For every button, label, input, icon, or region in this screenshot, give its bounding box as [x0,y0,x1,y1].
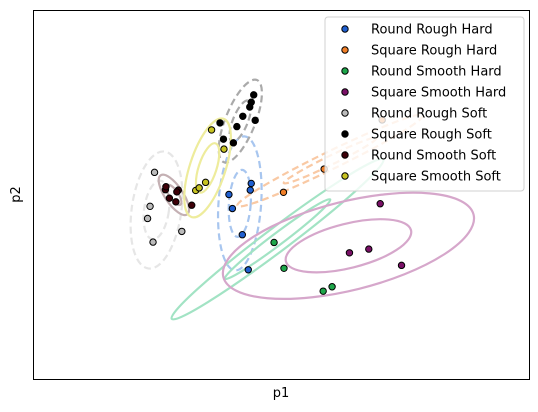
plot-frame [33,10,530,380]
point-series-3-0 [376,200,384,208]
ellipse-series-3-1 [221,191,476,300]
legend-label-2: Round Smooth Hard [371,65,502,80]
point-series-5-0 [219,135,228,143]
y-axis-label: p2 [9,186,24,203]
point-series-6-4 [173,188,181,196]
ellipse-series-0-0 [227,168,253,238]
point-series-3-3 [397,261,406,270]
legend-marker-1 [341,46,349,54]
point-series-0-1 [228,204,237,213]
legend-label-0: Round Rough Hard [371,23,493,38]
legend-marker-5 [341,130,349,138]
point-series-5-2 [239,112,247,120]
point-series-3-1 [345,249,354,257]
point-series-4-4 [149,238,157,246]
point-series-2-0 [270,238,278,247]
point-series-4-3 [178,227,186,236]
point-series-4-2 [143,214,152,223]
ellipse-series-6-1 [157,173,191,217]
point-series-2-2 [319,287,327,295]
ellipse-series-7-1 [183,117,232,219]
ellipse-series-5-1 [217,78,264,164]
ellipse-series-4-1 [129,150,184,270]
point-series-5-6 [250,91,258,99]
point-series-6-1 [165,194,174,202]
point-series-6-5 [188,201,196,209]
point-series-5-1 [233,122,241,131]
point-series-0-0 [225,190,233,199]
legend-box [324,16,525,192]
legend-label-4: Round Rough Soft [371,107,487,122]
point-series-5-4 [247,98,255,106]
point-series-5-7 [216,119,224,127]
x-axis-label: p1 [273,386,290,401]
point-series-6-2 [172,198,180,206]
legend-marker-0 [341,25,349,33]
legend-marker-3 [341,88,349,96]
point-series-4-1 [146,202,154,211]
point-series-0-5 [246,186,254,194]
legend-label-3: Square Smooth Hard [371,86,506,101]
point-series-7-0 [207,126,216,134]
point-series-0-2 [238,231,247,239]
point-series-6-6 [162,183,170,191]
ellipse-series-0-1 [216,135,263,272]
point-series-7-4 [220,145,228,153]
point-series-1-0 [279,188,288,196]
legend-label-7: Square Smooth Soft [371,170,501,185]
point-series-2-1 [280,264,288,272]
legend-marker-4 [341,109,349,117]
point-series-3-2 [365,245,373,253]
point-series-2-3 [328,283,336,291]
point-series-5-8 [229,139,238,147]
ellipse-series-3-0 [284,218,413,274]
point-series-4-0 [150,168,159,177]
point-series-0-3 [247,179,255,188]
scatter-points [143,91,406,295]
point-series-7-1 [201,178,210,187]
ellipse-series-7-0 [194,142,221,194]
point-series-7-3 [195,184,203,192]
legend-label-6: Round Smooth Soft [371,149,496,164]
legend-label-5: Square Rough Soft [371,128,492,143]
legend-marker-7 [341,172,349,180]
legend-marker-6 [341,151,349,159]
legend: Round Rough Hard Square Rough Hard Round S… [324,16,525,192]
legend-marker-2 [341,67,349,75]
point-series-0-4 [244,266,252,274]
point-series-5-5 [251,116,259,125]
legend-label-1: Square Rough Hard [371,44,497,59]
